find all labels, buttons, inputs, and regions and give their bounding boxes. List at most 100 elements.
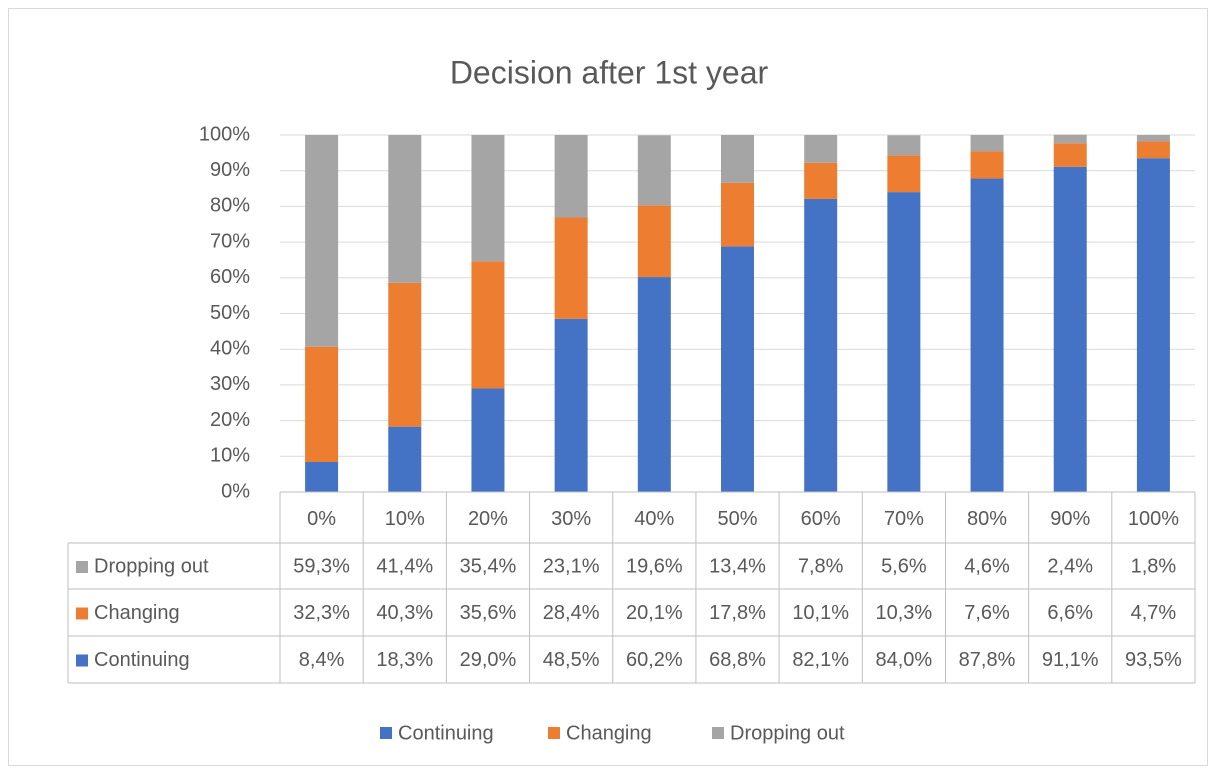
bar-segment (804, 198, 838, 492)
bar-segment (388, 135, 422, 283)
data-label: 4,6% (964, 555, 1010, 577)
bar-segment (1136, 135, 1170, 142)
bar-segment (721, 246, 754, 492)
y-tick-label: 80% (210, 195, 250, 217)
bar-segment (721, 182, 754, 247)
bar-segment (305, 135, 339, 347)
data-label: 32,3% (293, 602, 350, 624)
x-tick-label: 30% (551, 508, 591, 530)
bar-segment (305, 462, 339, 492)
bar-segment (804, 162, 838, 199)
data-label: 23,1% (543, 555, 600, 577)
data-label: 17,8% (709, 602, 766, 624)
data-label: 18,3% (376, 649, 433, 671)
legend-key (548, 727, 560, 739)
data-label: 48,5% (543, 649, 600, 671)
bar-segment (1136, 158, 1170, 492)
bar-segment (637, 277, 671, 492)
bar-segment (1053, 166, 1087, 492)
bar-segment (887, 155, 921, 193)
bar-segment (637, 205, 671, 278)
y-tick-label: 70% (210, 230, 250, 252)
x-tick-label: 20% (468, 508, 508, 530)
x-tick-label: 50% (717, 508, 757, 530)
data-label: 41,4% (376, 555, 433, 577)
y-tick-label: 100% (199, 123, 250, 145)
data-label: 2,4% (1047, 555, 1093, 577)
y-tick-label: 20% (210, 409, 250, 431)
x-tick-label: 80% (967, 508, 1007, 530)
data-label: 87,8% (959, 649, 1016, 671)
data-label: 19,6% (626, 555, 683, 577)
table-row-label: Continuing (94, 649, 190, 671)
y-tick-label: 30% (210, 373, 250, 395)
legend-key (712, 727, 724, 739)
table-legend-key (76, 561, 88, 573)
data-label: 5,6% (881, 555, 927, 577)
legend-key (380, 727, 392, 739)
y-tick-label: 10% (210, 445, 250, 467)
table-row-label: Dropping out (94, 555, 209, 577)
data-label: 40,3% (376, 602, 433, 624)
data-label: 93,5% (1125, 649, 1182, 671)
bar-segment (970, 135, 1004, 152)
bar-segment (471, 261, 505, 389)
legend-label: Dropping out (730, 722, 845, 744)
chart-title: Decision after 1st year (450, 54, 769, 90)
bar-segment (554, 217, 588, 319)
data-label: 20,1% (626, 602, 683, 624)
bar-segment (1053, 143, 1087, 167)
data-label: 29,0% (460, 649, 517, 671)
data-label: 28,4% (543, 602, 600, 624)
data-label: 10,3% (876, 602, 933, 624)
y-tick-label: 90% (210, 159, 250, 181)
x-tick-label: 100% (1128, 508, 1179, 530)
bar-segment (388, 282, 422, 427)
data-label: 4,7% (1131, 602, 1177, 624)
bar-segment (471, 135, 505, 262)
data-label: 6,6% (1047, 602, 1093, 624)
data-label: 60,2% (626, 649, 683, 671)
data-label: 13,4% (709, 555, 766, 577)
bar-segment (554, 318, 588, 492)
table-legend-key (76, 654, 88, 667)
bar-segment (1136, 141, 1170, 159)
data-label: 1,8% (1131, 555, 1177, 577)
bar-segment (804, 135, 838, 163)
bar-segment (970, 178, 1004, 492)
data-label: 82,1% (792, 649, 849, 671)
data-label: 35,4% (460, 555, 517, 577)
bar-segment (388, 426, 422, 492)
bar-segment (721, 135, 754, 183)
x-tick-label: 90% (1050, 508, 1090, 530)
table-legend-key (76, 607, 88, 620)
bar-segment (1053, 134, 1087, 144)
x-tick-label: 0% (307, 508, 336, 530)
data-label: 59,3% (293, 555, 350, 577)
data-label: 7,6% (964, 602, 1010, 624)
table-row-label: Changing (94, 602, 180, 624)
y-tick-label: 0% (221, 480, 250, 502)
data-label: 7,8% (798, 555, 844, 577)
legend-label: Continuing (398, 722, 494, 744)
data-label: 10,1% (792, 602, 849, 624)
y-tick-label: 40% (210, 337, 250, 359)
bar-segment (305, 346, 339, 463)
data-label: 84,0% (876, 649, 933, 671)
bar-segment (887, 135, 921, 156)
bar-segment (554, 135, 588, 218)
data-label: 8,4% (299, 649, 345, 671)
data-label: 91,1% (1042, 649, 1099, 671)
x-tick-label: 40% (634, 508, 674, 530)
bar-segment (471, 388, 505, 492)
bar-segment (637, 135, 671, 206)
bar-segment (887, 192, 921, 492)
legend-label: Changing (566, 722, 652, 744)
data-label: 68,8% (709, 649, 766, 671)
x-tick-label: 60% (801, 508, 841, 530)
y-tick-label: 50% (210, 302, 250, 324)
bar-segment (970, 151, 1004, 179)
data-label: 35,6% (460, 602, 517, 624)
x-tick-label: 70% (884, 508, 924, 530)
